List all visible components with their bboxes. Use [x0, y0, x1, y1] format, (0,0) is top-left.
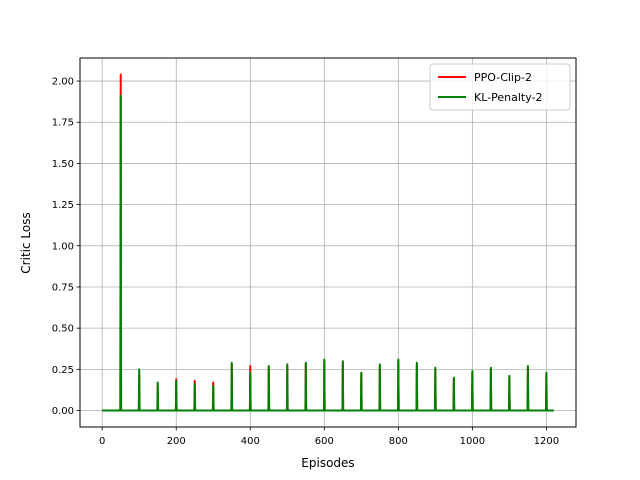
plot-frame	[79, 57, 577, 428]
axis-ticks: 0 200 400 600 800 1000 1200 0.00 0.25 0.50 0.75 1.0…	[52, 77, 559, 447]
x-tick-label: 200	[167, 436, 186, 447]
y-tick-label: 1.50	[52, 159, 74, 170]
x-tick-label: 400	[241, 436, 260, 447]
y-tick-label: 2.00	[52, 77, 74, 88]
x-tick-label: 1200	[534, 436, 559, 447]
y-tick-label: 1.75	[52, 118, 74, 129]
y-tick-label: 0.25	[52, 365, 74, 376]
x-tick-label: 600	[315, 436, 334, 447]
y-tick-label: 0.50	[52, 324, 74, 335]
legend: PPO-Clip-2 KL-Penalty-2	[429, 63, 571, 111]
y-tick-label: 1.00	[52, 241, 74, 252]
x-tick-label: 1000	[460, 436, 485, 447]
series-line-kl-penalty-2	[102, 94, 554, 412]
legend-box	[429, 63, 571, 111]
series-line-ppo-clip-2	[102, 73, 554, 412]
legend-label: KL-Penalty-2	[474, 91, 543, 104]
y-axis-label: Critic Loss	[19, 212, 33, 273]
y-tick-label: 0.00	[52, 406, 74, 417]
y-tick-label: 0.75	[52, 282, 74, 293]
y-tick-label: 1.25	[52, 200, 74, 211]
x-tick-label: 0	[99, 436, 105, 447]
series-lines	[102, 73, 554, 412]
legend-label: PPO-Clip-2	[474, 71, 532, 84]
x-tick-label: 800	[389, 436, 408, 447]
grid	[80, 58, 576, 427]
x-axis-label: Episodes	[301, 456, 354, 470]
